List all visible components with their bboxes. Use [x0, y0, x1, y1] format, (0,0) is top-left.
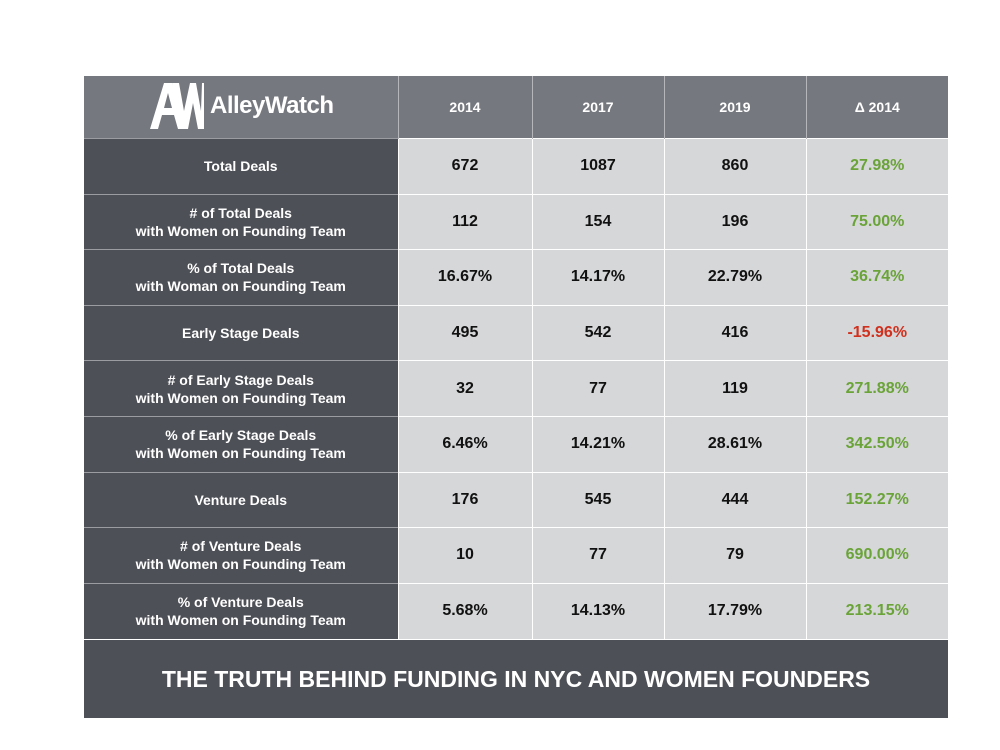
delta-cell: 36.74% [805, 249, 948, 306]
value-cell: 119 [663, 360, 806, 417]
value-cell: 79 [663, 527, 806, 584]
row-label-line: with Woman on Founding Team [135, 278, 346, 295]
value-cell: 22.79% [663, 249, 806, 306]
value-cell: 17.79% [663, 582, 806, 639]
row-label-line: % of Early Stage Deals [165, 427, 317, 444]
row-label-line: # of Early Stage Deals [167, 371, 314, 388]
delta-cell: 213.15% [805, 582, 948, 639]
row-label: % of Early Stage Deals with Women on Foun… [84, 415, 398, 473]
row-label-line: with Women on Founding Team [135, 222, 346, 239]
delta-cell: 342.50% [805, 415, 948, 473]
delta-cell: 690.00% [805, 527, 948, 584]
value-cell: 28.61% [663, 415, 806, 473]
row-label-line: # of Total Deals [189, 204, 292, 221]
row-label: # of Venture Deals with Women on Founding… [84, 527, 398, 584]
row-label: # of Early Stage Deals with Women on Foun… [84, 360, 398, 417]
table-row: # of Early Stage Deals with Women on Foun… [84, 360, 948, 417]
row-label-line: Early Stage Deals [181, 325, 300, 342]
row-label: Total Deals [84, 138, 398, 195]
value-cell: 14.13% [531, 582, 664, 639]
row-label: % of Venture Deals with Women on Founding… [84, 582, 398, 639]
row-label-line: % of Venture Deals [177, 594, 304, 611]
column-header: 2014 [398, 76, 533, 139]
value-cell: 14.21% [531, 415, 664, 473]
logo-cell: AlleyWatch [84, 76, 399, 139]
value-cell: 16.67% [397, 249, 532, 306]
row-label-line: Total Deals [203, 158, 278, 175]
value-cell: 112 [397, 193, 532, 250]
alleywatch-logo: AlleyWatch [148, 81, 334, 131]
value-cell: 77 [531, 360, 664, 417]
delta-cell: 27.98% [805, 138, 948, 195]
table-row: % of Early Stage Deals with Women on Foun… [84, 415, 948, 473]
table-row: Early Stage Deals 495 542 416 -15.96% [84, 304, 948, 361]
delta-cell: 152.27% [805, 471, 948, 528]
column-header: 2017 [532, 76, 665, 139]
value-cell: 444 [663, 471, 806, 528]
header-row: AlleyWatch 2014 2017 2019 Δ 2014 [84, 76, 948, 139]
table-row: % of Venture Deals with Women on Founding… [84, 582, 948, 639]
table-row: % of Total Deals with Woman on Founding T… [84, 249, 948, 306]
row-label-line: with Women on Founding Team [135, 612, 346, 629]
value-cell: 5.68% [397, 582, 532, 639]
table-row: Venture Deals 176 545 444 152.27% [84, 471, 948, 528]
row-label: % of Total Deals with Woman on Founding T… [84, 249, 398, 306]
column-header-delta: Δ 2014 [806, 76, 948, 139]
value-cell: 1087 [531, 138, 664, 195]
table-row: # of Total Deals with Women on Founding T… [84, 193, 948, 250]
column-header: 2019 [664, 76, 807, 139]
row-label-line: with Women on Founding Team [135, 556, 346, 573]
value-cell: 32 [397, 360, 532, 417]
value-cell: 416 [663, 304, 806, 361]
row-label: # of Total Deals with Women on Founding T… [84, 193, 398, 250]
value-cell: 6.46% [397, 415, 532, 473]
value-cell: 14.17% [531, 249, 664, 306]
value-cell: 77 [531, 527, 664, 584]
value-cell: 860 [663, 138, 806, 195]
value-cell: 176 [397, 471, 532, 528]
row-label: Early Stage Deals [84, 304, 398, 361]
delta-cell: 75.00% [805, 193, 948, 250]
value-cell: 154 [531, 193, 664, 250]
delta-cell: 271.88% [805, 360, 948, 417]
delta-cell: -15.96% [805, 304, 948, 361]
deals-table: AlleyWatch 2014 2017 2019 Δ 2014 Total D… [84, 76, 948, 639]
footer-title: THE TRUTH BEHIND FUNDING IN NYC AND WOME… [161, 665, 871, 692]
table-row: Total Deals 672 1087 860 27.98% [84, 138, 948, 195]
row-label-line: % of Total Deals [187, 260, 295, 277]
value-cell: 672 [397, 138, 532, 195]
value-cell: 545 [531, 471, 664, 528]
alleywatch-logo-mark-icon [150, 82, 204, 129]
row-label-line: Venture Deals [194, 491, 288, 508]
row-label-line: with Women on Founding Team [135, 389, 346, 406]
value-cell: 495 [397, 304, 532, 361]
table-row: # of Venture Deals with Women on Founding… [84, 527, 948, 584]
value-cell: 542 [531, 304, 664, 361]
footer-title-banner: THE TRUTH BEHIND FUNDING IN NYC AND WOME… [84, 640, 948, 718]
row-label-line: with Women on Founding Team [135, 445, 346, 462]
table-body: Total Deals 672 1087 860 27.98% # of Total De… [84, 138, 948, 639]
row-label-line: # of Venture Deals [180, 538, 302, 555]
table-header: AlleyWatch 2014 2017 2019 Δ 2014 [84, 76, 948, 139]
row-label: Venture Deals [84, 471, 398, 528]
alleywatch-logo-text: AlleyWatch [210, 91, 334, 119]
deals-table-container: AlleyWatch 2014 2017 2019 Δ 2014 Total D… [84, 76, 948, 639]
value-cell: 10 [397, 527, 532, 584]
value-cell: 196 [663, 193, 806, 250]
